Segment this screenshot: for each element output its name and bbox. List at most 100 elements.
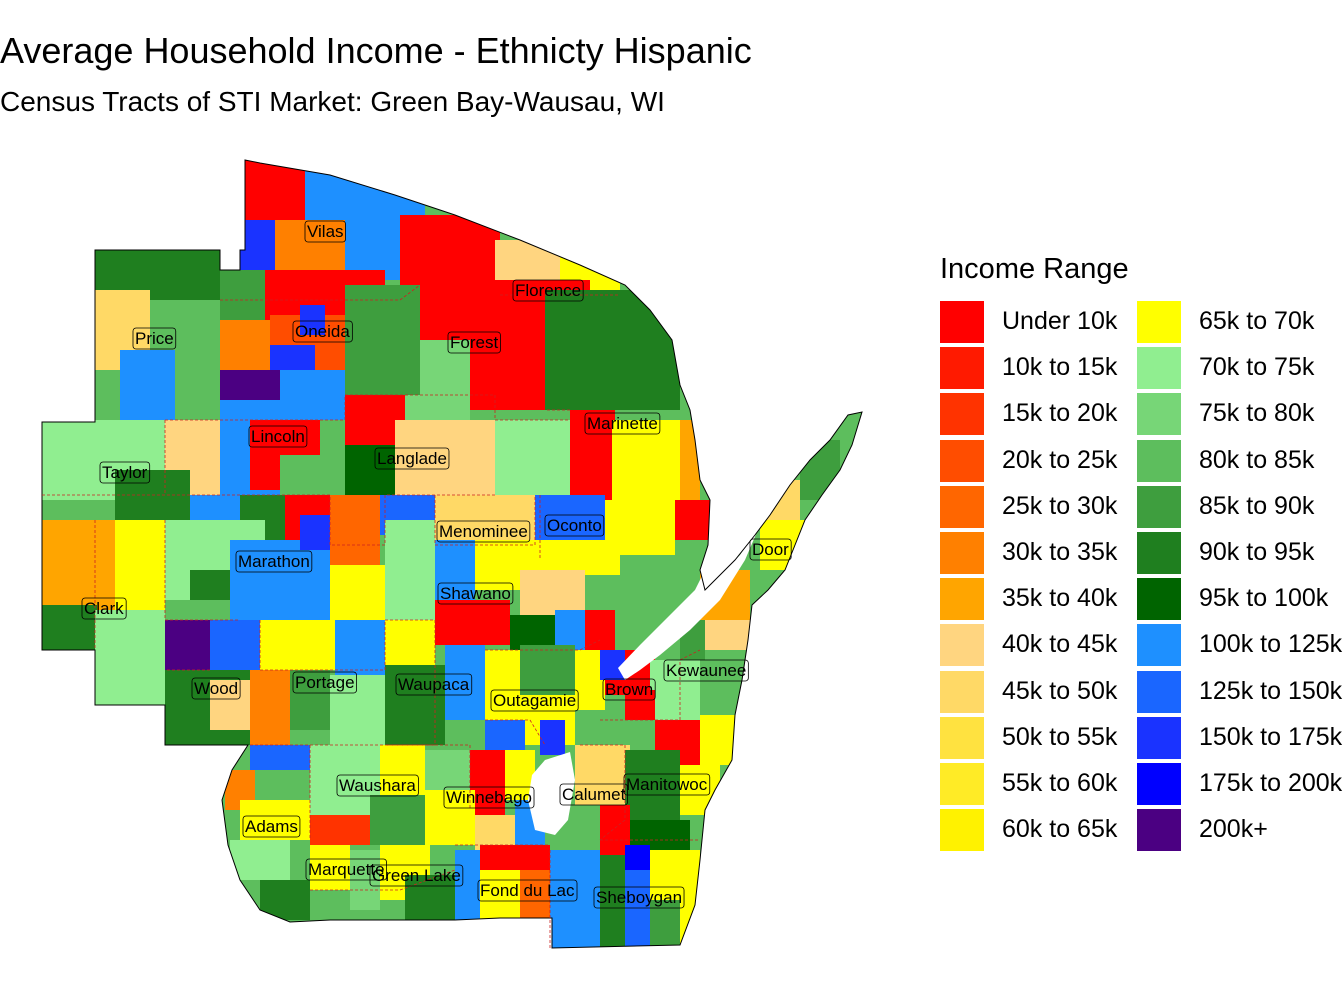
- county-label-price: Price: [132, 327, 177, 350]
- county-label-shawano: Shawano: [437, 582, 514, 605]
- county-label-marquette: Marquette: [305, 858, 387, 881]
- legend-swatch: [1137, 716, 1181, 759]
- county-label-clark: Clark: [81, 597, 127, 620]
- legend-label: 55k to 60k: [1002, 768, 1118, 797]
- legend-swatch: [1137, 624, 1181, 667]
- county-label-marathon: Marathon: [235, 550, 313, 573]
- county-label-fond-du-lac: Fond du Lac: [477, 879, 578, 902]
- legend-swatch: [940, 531, 984, 574]
- legend-swatch: [940, 670, 984, 713]
- svg-text:Door: Door: [752, 540, 789, 559]
- legend-label: 25k to 30k: [1002, 491, 1118, 520]
- legend-swatch: [940, 762, 984, 805]
- county-label-marinette: Marinette: [584, 412, 661, 435]
- svg-text:Price: Price: [135, 329, 174, 348]
- svg-text:Sheboygan: Sheboygan: [596, 888, 682, 907]
- county-label-winnebago: Winnebago: [443, 786, 535, 809]
- county-label-kewaunee: Kewaunee: [663, 659, 749, 682]
- legend-label: 35k to 40k: [1002, 584, 1118, 613]
- legend-label: 100k to 125k: [1199, 630, 1343, 659]
- legend-swatch: [940, 393, 984, 436]
- county-label-outagamie: Outagamie: [490, 689, 579, 712]
- svg-text:Waupaca: Waupaca: [398, 675, 470, 694]
- svg-text:Lincoln: Lincoln: [251, 427, 305, 446]
- svg-text:Clark: Clark: [84, 599, 124, 618]
- legend-label: 85k to 90k: [1199, 491, 1315, 520]
- county-label-calumet: Calumet: [559, 783, 628, 806]
- choropleth-map: Vilas Florence Oneida Forest Price Marin…: [41, 159, 863, 949]
- county-label-lincoln: Lincoln: [248, 425, 308, 448]
- county-label-brown: Brown: [602, 678, 656, 701]
- svg-text:Winnebago: Winnebago: [446, 788, 532, 807]
- legend-label: 30k to 35k: [1002, 537, 1118, 566]
- county-label-manitowoc: Manitowoc: [623, 773, 711, 796]
- svg-text:Adams: Adams: [245, 817, 298, 836]
- legend-label: 80k to 85k: [1199, 445, 1315, 474]
- county-label-langlade: Langlade: [374, 447, 450, 470]
- svg-text:Outagamie: Outagamie: [493, 691, 576, 710]
- svg-text:Florence: Florence: [515, 281, 581, 300]
- legend-label: 75k to 80k: [1199, 399, 1315, 428]
- legend-label: 125k to 150k: [1199, 676, 1343, 705]
- svg-text:Wood: Wood: [194, 679, 238, 698]
- svg-text:Oneida: Oneida: [295, 322, 350, 341]
- county-label-menominee: Menominee: [436, 520, 531, 543]
- county-borders: [42, 284, 701, 948]
- legend-swatch: [1137, 670, 1181, 713]
- county-label-waupaca: Waupaca: [395, 673, 473, 696]
- county-label-portage: Portage: [292, 671, 357, 694]
- legend-label: 95k to 100k: [1199, 584, 1329, 613]
- svg-text:Brown: Brown: [605, 680, 653, 699]
- svg-text:Fond du Lac: Fond du Lac: [480, 881, 575, 900]
- legend-label: 45k to 50k: [1002, 676, 1118, 705]
- legend-swatch: [1137, 393, 1181, 436]
- legend-swatch: [940, 716, 984, 759]
- svg-text:Oconto: Oconto: [547, 516, 602, 535]
- svg-text:Marquette: Marquette: [308, 860, 385, 879]
- lake-winnebago: [528, 752, 575, 835]
- legend-swatch: [940, 439, 984, 482]
- chart-title: Average Household Income - Ethnicty Hisp…: [0, 30, 752, 71]
- legend-label: 50k to 55k: [1002, 722, 1118, 751]
- svg-text:Manitowoc: Manitowoc: [626, 775, 708, 794]
- legend-label: 60k to 65k: [1002, 815, 1118, 844]
- svg-text:Langlade: Langlade: [377, 449, 447, 468]
- legend-label: 65k to 70k: [1199, 307, 1315, 335]
- legend-swatch: [1137, 578, 1181, 621]
- chart-subtitle: Census Tracts of STI Market: Green Bay-W…: [0, 86, 665, 117]
- svg-text:Forest: Forest: [450, 333, 498, 352]
- legend-label: Under 10k: [1002, 307, 1118, 335]
- legend-swatch: [940, 301, 984, 343]
- svg-text:Shawano: Shawano: [440, 584, 511, 603]
- legend-swatch: [1137, 762, 1181, 805]
- svg-text:Marathon: Marathon: [238, 552, 310, 571]
- legend-label: 40k to 45k: [1002, 630, 1118, 659]
- legend-swatch: [1137, 809, 1181, 852]
- legend-swatch: [1137, 485, 1181, 528]
- legend-swatch: [940, 578, 984, 621]
- svg-text:Menominee: Menominee: [439, 522, 528, 541]
- legend-swatch: [940, 347, 984, 390]
- county-label-oneida: Oneida: [292, 320, 353, 343]
- county-label-florence: Florence: [512, 279, 584, 302]
- legend-swatch: [1137, 439, 1181, 482]
- county-labels: Vilas Florence Oneida Forest Price Marin…: [81, 220, 792, 909]
- legend-label: 175k to 200k: [1199, 768, 1343, 797]
- svg-text:Vilas: Vilas: [307, 222, 344, 241]
- legend-swatch: [940, 624, 984, 667]
- legend-label: 200k+: [1199, 815, 1268, 844]
- svg-text:Waushara: Waushara: [339, 776, 416, 795]
- legend-swatch: [1137, 347, 1181, 390]
- svg-text:Calumet: Calumet: [562, 785, 626, 804]
- legend-label: 70k to 75k: [1199, 353, 1315, 382]
- county-label-vilas: Vilas: [304, 220, 346, 243]
- legend-swatch: [1137, 301, 1181, 343]
- county-label-forest: Forest: [447, 331, 501, 354]
- county-label-waushara: Waushara: [336, 774, 419, 797]
- county-label-sheboygan: Sheboygan: [593, 886, 685, 909]
- legend-label: 150k to 175k: [1199, 722, 1343, 751]
- svg-text:Taylor: Taylor: [102, 463, 148, 482]
- county-label-door: Door: [749, 538, 792, 561]
- svg-text:Marinette: Marinette: [587, 414, 658, 433]
- legend-label: 90k to 95k: [1199, 537, 1315, 566]
